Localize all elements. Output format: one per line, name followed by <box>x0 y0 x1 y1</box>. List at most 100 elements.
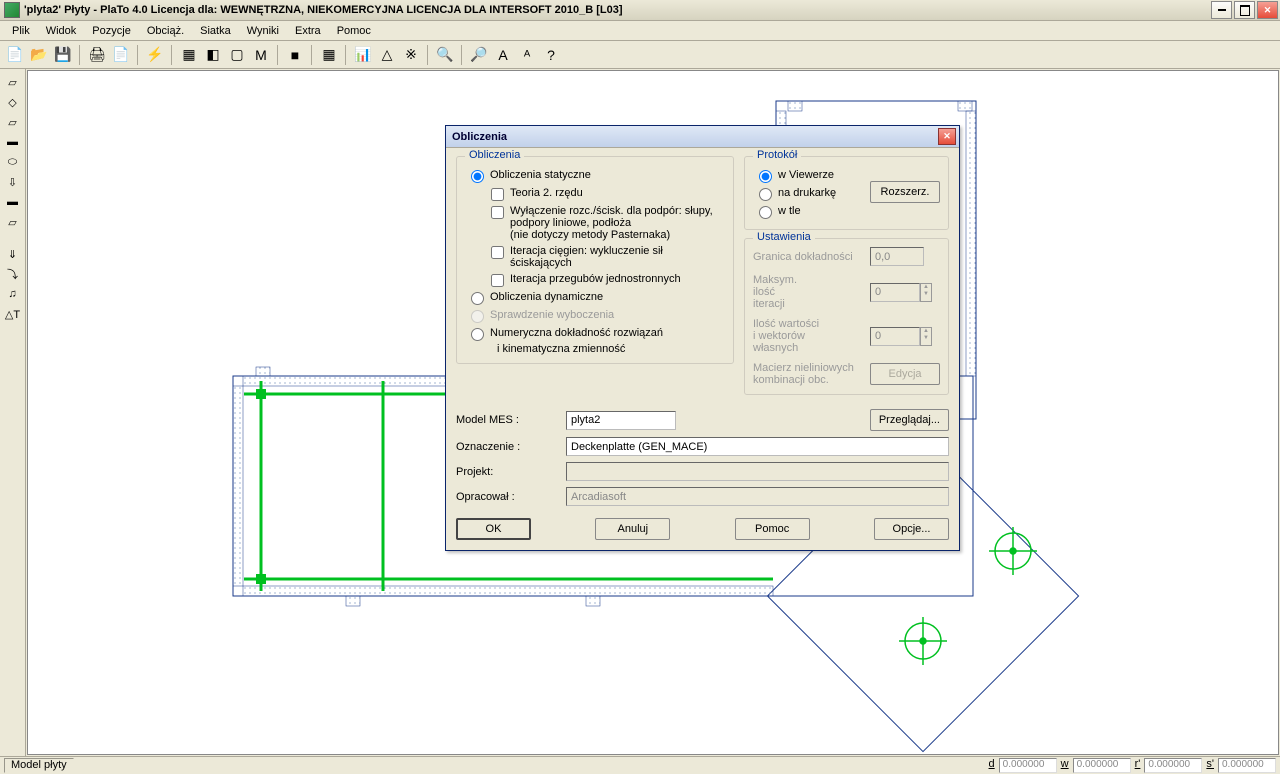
toolbar-icon[interactable]: ▦ <box>178 44 200 66</box>
rozszerz-button[interactable]: Rozszerz. <box>870 181 940 203</box>
status-label: d <box>987 758 997 773</box>
menu-extra[interactable]: Extra <box>287 23 329 39</box>
ustawienia-group: Ustawienia Granica dokładności Maksym. i… <box>744 238 949 395</box>
menu-wyniki[interactable]: Wyniki <box>239 23 287 39</box>
radio-wtle[interactable]: w tle <box>759 205 870 219</box>
left-toolbar: ▱ ◇ ▱ ▬ ⬭ ⇩ ▬ ▱ ⇓ ⤵ ♫ △T <box>0 69 26 756</box>
minimize-button[interactable] <box>1211 1 1232 19</box>
window-title: 'plyta2' Płyty - PlaTo 4.0 Licencja dla:… <box>24 4 623 16</box>
toolbar-icon[interactable]: ◧ <box>202 44 224 66</box>
toolbar-icon[interactable]: ■ <box>284 44 306 66</box>
protokol-group: Protokół w Viewerze na drukarkę w tle Ro… <box>744 156 949 230</box>
radio-numeric[interactable]: Numeryczna dokładność rozwiązań <box>471 327 725 341</box>
toolbar-icon[interactable]: ᴬ <box>516 44 538 66</box>
toolbar-icon[interactable]: 🔎 <box>468 44 490 66</box>
left-tool-icon[interactable]: ◇ <box>3 93 23 111</box>
left-tool-icon[interactable]: ▱ <box>3 113 23 131</box>
ilosc-label: Ilość wartości i wektorów własnych <box>753 318 864 354</box>
protokol-legend: Protokół <box>753 149 801 161</box>
projekt-label: Projekt: <box>456 466 556 478</box>
menubar: PlikWidokPozycjeObciąż.SiatkaWynikiExtra… <box>0 21 1280 41</box>
pomoc-button[interactable]: Pomoc <box>735 518 810 540</box>
status-label: s' <box>1204 758 1216 773</box>
granica-input <box>870 247 924 266</box>
maximize-button[interactable] <box>1234 1 1255 19</box>
radio-viewer[interactable]: w Viewerze <box>759 169 870 183</box>
macierz-label: Macierz nieliniowych kombinacji obc. <box>753 362 864 386</box>
maksym-input <box>870 283 920 302</box>
app-icon <box>4 2 20 18</box>
menu-obciąż.[interactable]: Obciąż. <box>139 23 192 39</box>
status-value: 0.000000 <box>1144 758 1202 773</box>
check-wylaczenie[interactable]: Wyłączenie rozc./ścisk. dla podpór: słup… <box>491 205 725 241</box>
dialog-close-button[interactable] <box>938 128 956 145</box>
left-tool-icon[interactable]: ⬭ <box>3 153 23 171</box>
oznaczenie-input[interactable] <box>566 437 949 456</box>
radio-drukarke[interactable]: na drukarkę <box>759 187 870 201</box>
status-label: w <box>1059 758 1071 773</box>
obliczenia-legend: Obliczenia <box>465 149 524 161</box>
model-input[interactable] <box>566 411 676 430</box>
dialog-title: Obliczenia <box>446 126 959 148</box>
opracowal-input <box>566 487 949 506</box>
toolbar-icon[interactable]: A <box>492 44 514 66</box>
obliczenia-group: Obliczenia Obliczenia statyczne Teoria 2… <box>456 156 734 364</box>
menu-pomoc[interactable]: Pomoc <box>329 23 379 39</box>
left-tool-icon[interactable]: ▬ <box>3 133 23 151</box>
edycja-button: Edycja <box>870 363 940 385</box>
radio-wyboczenie: Sprawdzenie wyboczenia <box>471 309 725 323</box>
opcje-button[interactable]: Opcje... <box>874 518 949 540</box>
left-tool-icon[interactable] <box>3 233 23 243</box>
left-tool-icon[interactable]: ▱ <box>3 213 23 231</box>
close-button[interactable] <box>1257 1 1278 19</box>
toolbar-icon[interactable]: 📂 <box>28 44 50 66</box>
menu-plik[interactable]: Plik <box>4 23 38 39</box>
toolbar-icon[interactable]: ▦ <box>318 44 340 66</box>
oznaczenie-label: Oznaczenie : <box>456 441 556 453</box>
numeric-sub: i kinematyczna zmienność <box>497 343 725 355</box>
menu-widok[interactable]: Widok <box>38 23 85 39</box>
check-iter-przegubow[interactable]: Iteracja przegubów jednostronnych <box>491 273 725 287</box>
toolbar-icon[interactable]: 💾 <box>52 44 74 66</box>
left-tool-icon[interactable]: △T <box>3 305 23 323</box>
menu-siatka[interactable]: Siatka <box>192 23 239 39</box>
status-value: 0.000000 <box>999 758 1057 773</box>
titlebar: 'plyta2' Płyty - PlaTo 4.0 Licencja dla:… <box>0 0 1280 21</box>
model-label: Model MES : <box>456 414 556 426</box>
ilosc-input <box>870 327 920 346</box>
toolbar-icon[interactable]: M <box>250 44 272 66</box>
left-tool-icon[interactable]: ▬ <box>3 193 23 211</box>
toolbar-icon[interactable]: ⚡ <box>144 44 166 66</box>
toolbar-icon[interactable]: ※ <box>400 44 422 66</box>
status-label: r' <box>1133 758 1143 773</box>
toolbar-icon[interactable]: △ <box>376 44 398 66</box>
toolbar-icon[interactable]: 📊 <box>352 44 374 66</box>
left-tool-icon[interactable]: ⤵ <box>3 265 23 283</box>
left-tool-icon[interactable]: ♫ <box>3 285 23 303</box>
maksym-label: Maksym. ilość iteracji <box>753 274 864 310</box>
anuluj-button[interactable]: Anuluj <box>595 518 670 540</box>
ok-button[interactable]: OK <box>456 518 531 540</box>
left-tool-icon[interactable]: ▱ <box>3 73 23 91</box>
granica-label: Granica dokładności <box>753 251 864 263</box>
statusbar: Model płyty d0.000000w0.000000r'0.000000… <box>0 756 1280 774</box>
przegladaj-button[interactable]: Przeglądaj... <box>870 409 949 431</box>
toolbar-icon[interactable]: ▢ <box>226 44 248 66</box>
toolbar-icon[interactable]: 🔍 <box>434 44 456 66</box>
toolbar-icon[interactable]: 🖨 <box>86 44 108 66</box>
toolbar-icon[interactable]: ? <box>540 44 562 66</box>
main-toolbar: 📄📂💾🖨📄⚡▦◧▢M■▦📊△※🔍🔎Aᴬ? <box>0 41 1280 69</box>
opracowal-label: Opracował : <box>456 491 556 503</box>
menu-pozycje[interactable]: Pozycje <box>84 23 139 39</box>
status-text: Model płyty <box>4 758 74 773</box>
radio-static[interactable]: Obliczenia statyczne <box>471 169 725 183</box>
left-tool-icon[interactable]: ⇓ <box>3 245 23 263</box>
status-value: 0.000000 <box>1218 758 1276 773</box>
check-teoria[interactable]: Teoria 2. rzędu <box>491 187 725 201</box>
check-iter-ciegien[interactable]: Iteracja cięgien: wykluczenie sił ściska… <box>491 245 725 269</box>
toolbar-icon[interactable]: 📄 <box>110 44 132 66</box>
radio-dynamic[interactable]: Obliczenia dynamiczne <box>471 291 725 305</box>
left-tool-icon[interactable]: ⇩ <box>3 173 23 191</box>
ustawienia-legend: Ustawienia <box>753 231 815 243</box>
toolbar-icon[interactable]: 📄 <box>4 44 26 66</box>
